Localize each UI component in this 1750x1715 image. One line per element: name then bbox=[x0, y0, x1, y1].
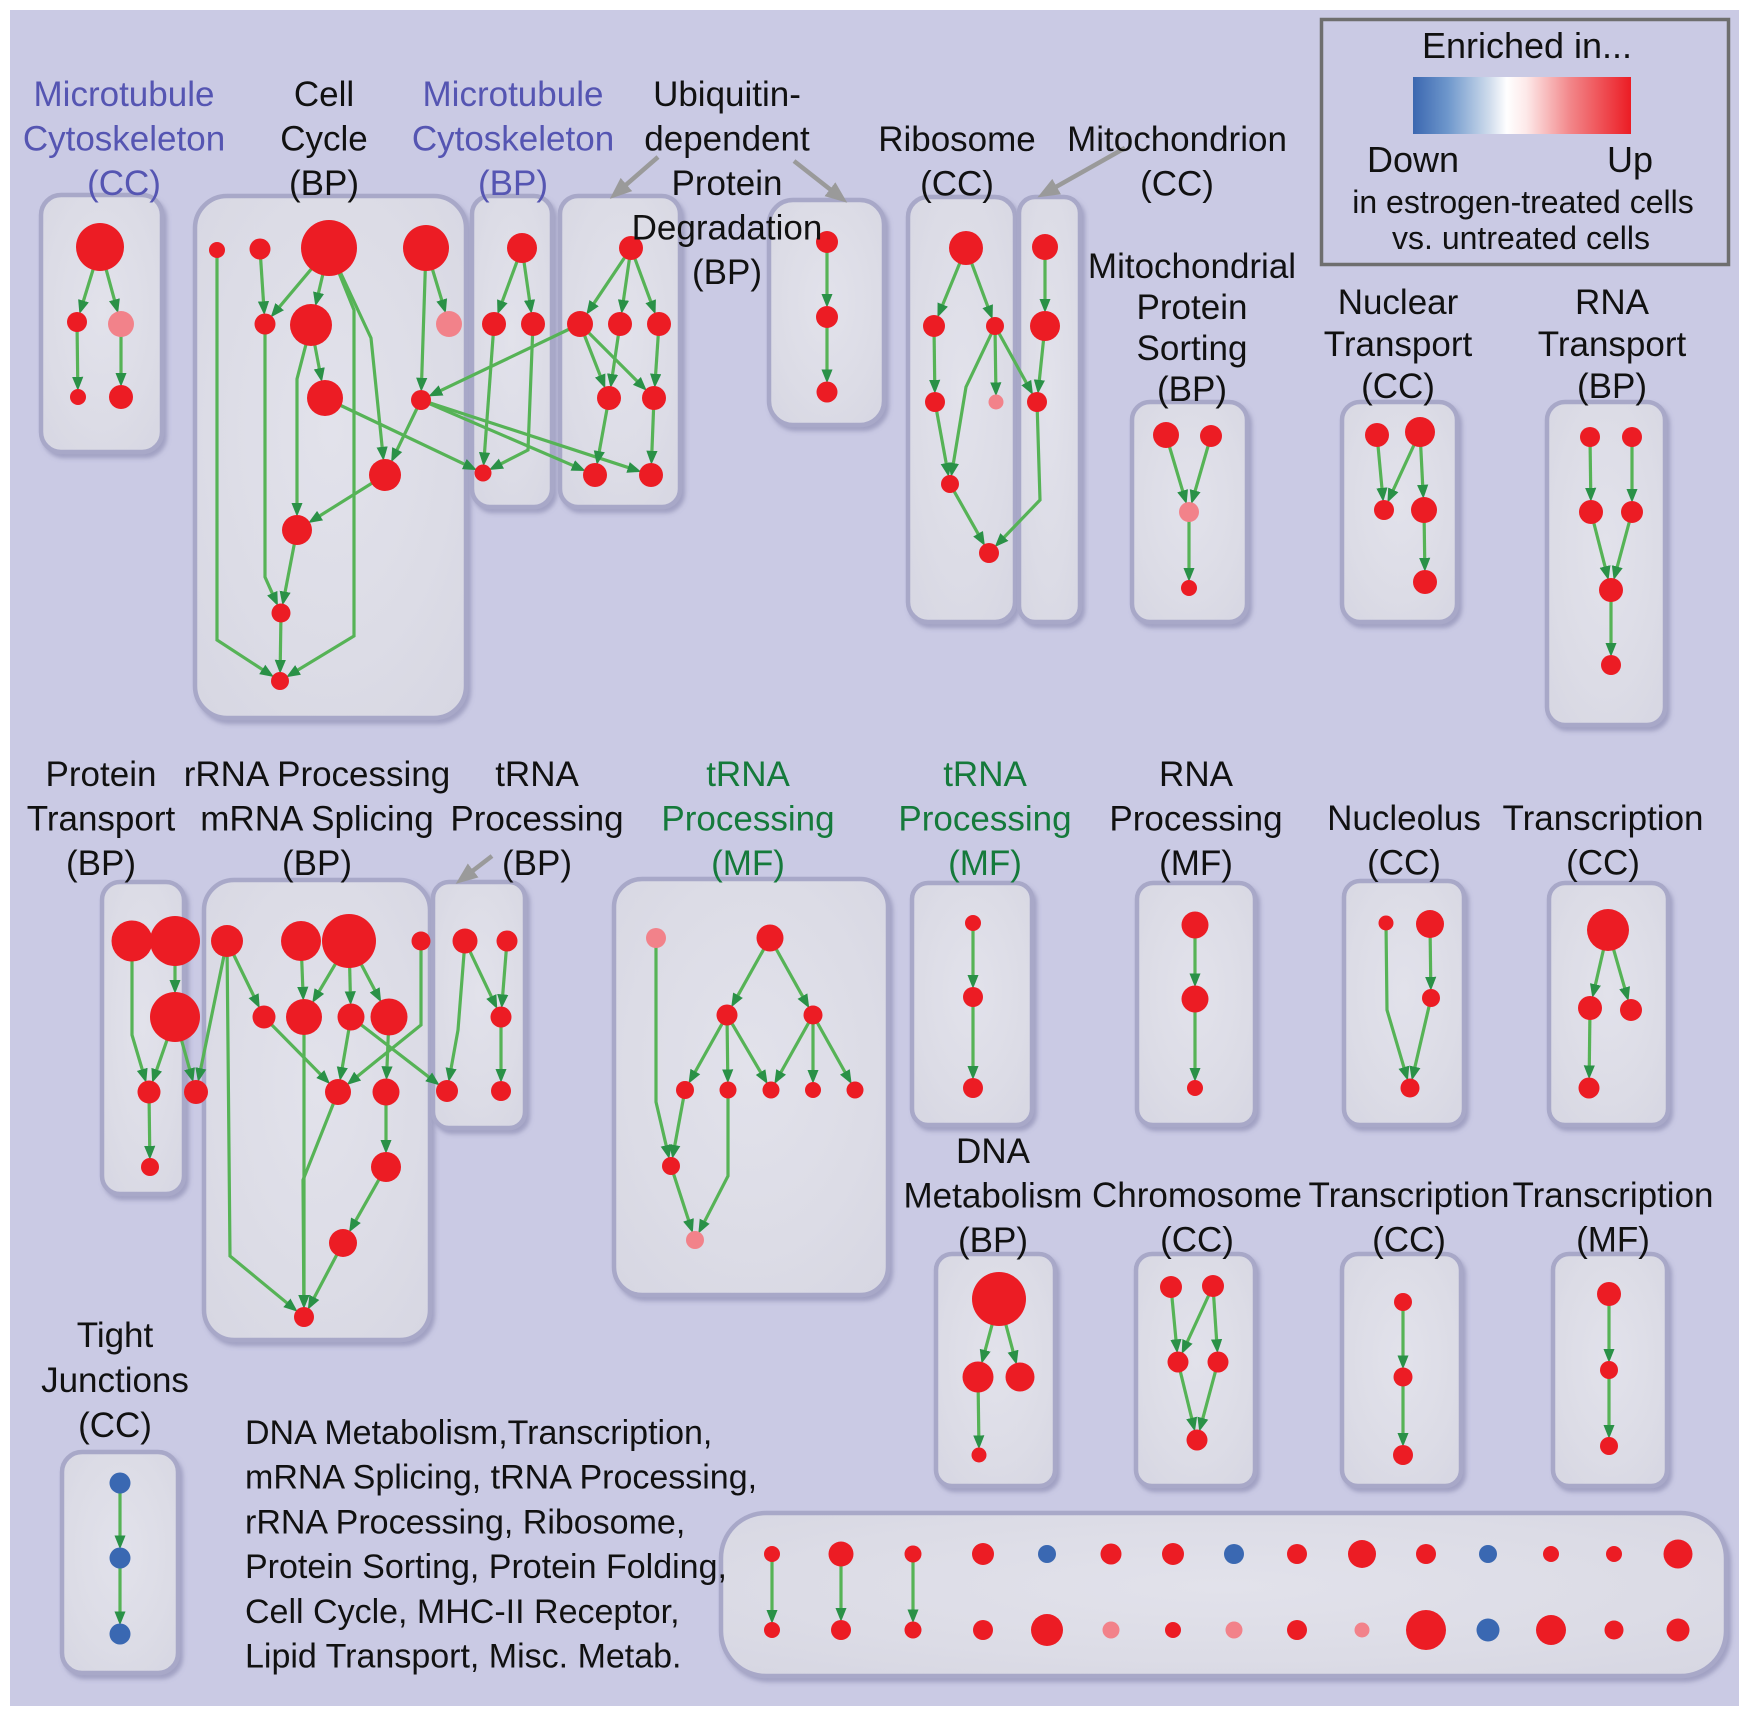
svg-text:(CC): (CC) bbox=[1160, 1221, 1234, 1260]
svg-text:Mitochondrial: Mitochondrial bbox=[1088, 247, 1296, 286]
svg-text:Transport: Transport bbox=[27, 800, 176, 839]
svg-text:Microtubule: Microtubule bbox=[34, 75, 215, 114]
svg-text:Ubiquitin-: Ubiquitin- bbox=[653, 75, 801, 114]
svg-text:Transport: Transport bbox=[1324, 325, 1473, 364]
svg-text:Up: Up bbox=[1607, 139, 1653, 180]
svg-text:dependent: dependent bbox=[644, 120, 810, 159]
svg-text:(BP): (BP) bbox=[692, 253, 762, 292]
svg-text:Protein: Protein bbox=[46, 755, 157, 794]
svg-text:(CC): (CC) bbox=[87, 164, 161, 203]
svg-text:(MF): (MF) bbox=[1576, 1221, 1650, 1260]
svg-text:Cell: Cell bbox=[294, 75, 354, 114]
svg-text:Chromosome: Chromosome bbox=[1092, 1176, 1302, 1215]
svg-text:(BP): (BP) bbox=[1157, 370, 1227, 409]
svg-text:mRNA Splicing: mRNA Splicing bbox=[200, 800, 433, 839]
svg-text:Transcription: Transcription bbox=[1513, 1176, 1714, 1215]
svg-text:Enriched in...: Enriched in... bbox=[1422, 25, 1632, 66]
svg-text:(BP): (BP) bbox=[289, 164, 359, 203]
svg-text:(BP): (BP) bbox=[958, 1221, 1028, 1260]
svg-text:Cycle: Cycle bbox=[280, 120, 368, 159]
svg-text:Down: Down bbox=[1367, 139, 1459, 180]
svg-text:rRNA Processing, Ribosome,: rRNA Processing, Ribosome, bbox=[245, 1503, 685, 1541]
svg-text:tRNA: tRNA bbox=[495, 755, 579, 794]
svg-text:rRNA Processing: rRNA Processing bbox=[184, 755, 450, 794]
svg-text:Cytoskeleton: Cytoskeleton bbox=[23, 120, 225, 159]
svg-text:Degradation: Degradation bbox=[632, 209, 823, 248]
svg-text:(CC): (CC) bbox=[1367, 844, 1441, 883]
svg-text:Processing: Processing bbox=[898, 800, 1071, 839]
svg-text:(CC): (CC) bbox=[1372, 1221, 1446, 1260]
svg-text:(BP): (BP) bbox=[478, 164, 548, 203]
svg-text:(CC): (CC) bbox=[1361, 367, 1435, 406]
svg-text:mRNA Splicing, tRNA Processing: mRNA Splicing, tRNA Processing, bbox=[245, 1459, 757, 1497]
svg-text:in estrogen-treated cells: in estrogen-treated cells bbox=[1352, 184, 1694, 220]
svg-text:Protein Sorting, Protein Foldi: Protein Sorting, Protein Folding, bbox=[245, 1548, 727, 1586]
svg-text:Processing: Processing bbox=[1109, 800, 1282, 839]
svg-text:vs. untreated cells: vs. untreated cells bbox=[1392, 220, 1650, 256]
svg-text:Junctions: Junctions bbox=[41, 1361, 189, 1400]
svg-text:DNA: DNA bbox=[956, 1132, 1031, 1171]
svg-text:RNA: RNA bbox=[1159, 755, 1234, 794]
svg-text:(MF): (MF) bbox=[948, 844, 1022, 883]
svg-text:Tight: Tight bbox=[77, 1316, 154, 1355]
svg-text:(CC): (CC) bbox=[1140, 165, 1214, 204]
svg-text:Metabolism: Metabolism bbox=[904, 1177, 1083, 1216]
svg-text:(BP): (BP) bbox=[282, 844, 352, 883]
svg-text:Processing: Processing bbox=[661, 800, 834, 839]
svg-text:Nuclear: Nuclear bbox=[1338, 283, 1459, 322]
svg-text:(MF): (MF) bbox=[1159, 844, 1233, 883]
svg-text:Cell Cycle, MHC-II Receptor,: Cell Cycle, MHC-II Receptor, bbox=[245, 1593, 680, 1631]
svg-text:Transport: Transport bbox=[1538, 325, 1687, 364]
svg-text:Protein: Protein bbox=[1137, 288, 1248, 327]
svg-text:Transcription: Transcription bbox=[1503, 799, 1704, 838]
svg-text:Microtubule: Microtubule bbox=[423, 75, 604, 114]
svg-text:tRNA: tRNA bbox=[943, 755, 1027, 794]
svg-text:Sorting: Sorting bbox=[1137, 329, 1248, 368]
svg-text:(MF): (MF) bbox=[711, 844, 785, 883]
svg-text:Lipid Transport, Misc. Metab.: Lipid Transport, Misc. Metab. bbox=[245, 1638, 682, 1676]
svg-text:DNA Metabolism,Transcription,: DNA Metabolism,Transcription, bbox=[245, 1414, 712, 1452]
svg-text:(CC): (CC) bbox=[1566, 844, 1640, 883]
svg-text:Ribosome: Ribosome bbox=[878, 120, 1036, 159]
svg-text:Processing: Processing bbox=[450, 800, 623, 839]
svg-text:(CC): (CC) bbox=[920, 165, 994, 204]
svg-text:Mitochondrion: Mitochondrion bbox=[1067, 120, 1287, 159]
svg-text:Cytoskeleton: Cytoskeleton bbox=[412, 120, 614, 159]
svg-text:RNA: RNA bbox=[1575, 283, 1650, 322]
svg-text:tRNA: tRNA bbox=[706, 755, 790, 794]
svg-text:(CC): (CC) bbox=[78, 1406, 152, 1445]
svg-text:Transcription: Transcription bbox=[1309, 1176, 1510, 1215]
svg-text:(BP): (BP) bbox=[502, 844, 572, 883]
svg-text:(BP): (BP) bbox=[66, 844, 136, 883]
svg-text:Protein: Protein bbox=[672, 164, 783, 203]
svg-text:(BP): (BP) bbox=[1577, 367, 1647, 406]
svg-text:Nucleolus: Nucleolus bbox=[1327, 799, 1481, 838]
